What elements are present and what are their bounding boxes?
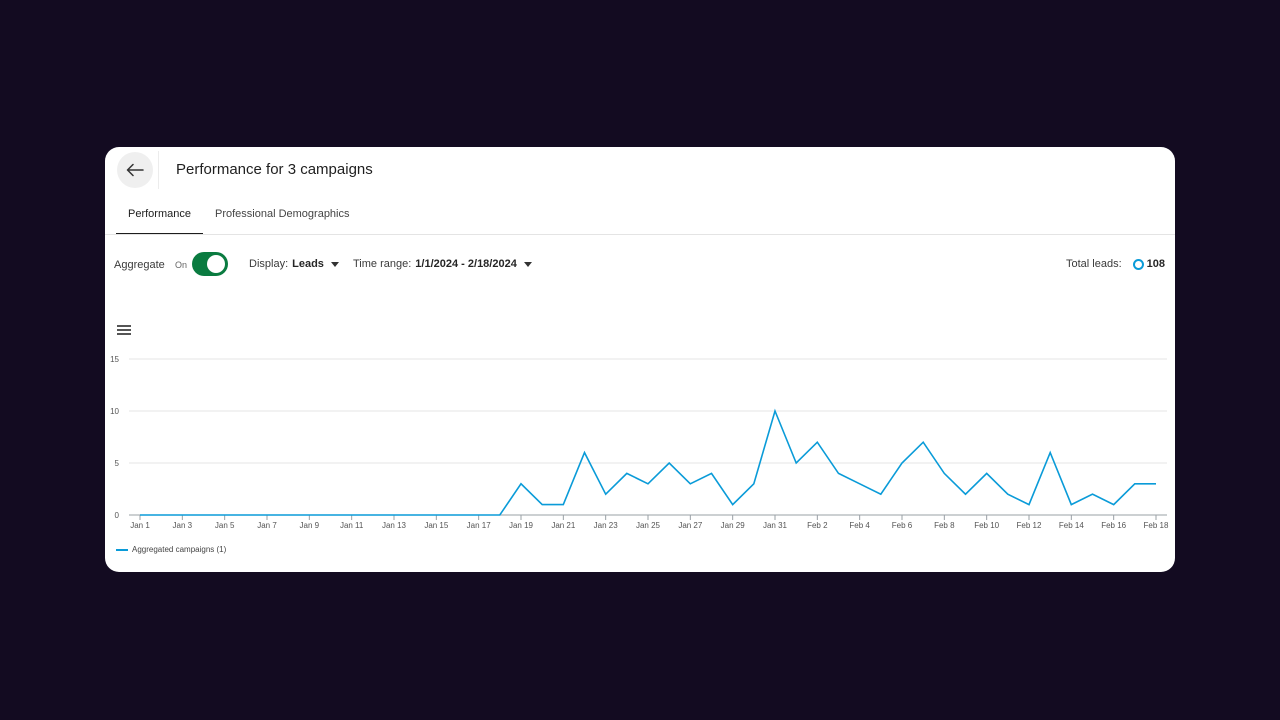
total-leads-value: 108: [1146, 258, 1165, 270]
display-label: Display:: [249, 258, 289, 270]
x-tick-label: Feb 12: [1017, 521, 1042, 530]
chart-legend[interactable]: Aggregated campaigns (1): [116, 545, 226, 554]
display-value: Leads: [292, 258, 324, 270]
x-tick-label: Jan 1: [130, 521, 150, 530]
x-tick-label: Jan 23: [594, 521, 619, 530]
x-tick-label: Jan 17: [467, 521, 492, 530]
aggregate-state-label: On: [175, 260, 188, 270]
x-tick-label: Feb 10: [974, 521, 999, 530]
time-range-dropdown[interactable]: Time range: 1/1/2024 - 2/18/2024: [353, 258, 532, 270]
arrow-left-icon: [126, 163, 144, 177]
x-tick-label: Jan 7: [257, 521, 277, 530]
legend-line-swatch: [116, 548, 128, 551]
toggle-knob: [207, 255, 225, 273]
y-tick-label: 10: [110, 407, 119, 416]
x-tick-label: Jan 21: [551, 521, 576, 530]
x-tick-label: Jan 25: [636, 521, 661, 530]
y-tick-label: 0: [115, 511, 120, 520]
x-tick-label: Jan 3: [173, 521, 193, 530]
time-range-label: Time range:: [353, 258, 412, 270]
x-tick-label: Jan 9: [300, 521, 320, 530]
tab-bar: Performance Professional Demographics: [116, 199, 362, 235]
x-tick-label: Feb 16: [1101, 521, 1126, 530]
x-tick-label: Feb 8: [934, 521, 955, 530]
leads-line-chart: 0 5 10 15 Jan 1 Jan 3 Jan 5 Jan 7 Jan 9 Jan 11 Ja…: [110, 355, 1169, 530]
x-tick-label: Jan 11: [340, 521, 364, 530]
series-line: [140, 408, 1156, 516]
y-tick-label: 5: [115, 459, 120, 468]
legend-label: Aggregated campaigns (1): [132, 545, 227, 554]
x-tick-label: Jan 13: [382, 521, 407, 530]
x-tick-label: Feb 6: [892, 521, 913, 530]
total-leads: Total leads: 108: [1066, 258, 1165, 270]
title-separator: [158, 151, 159, 189]
x-tick-label: Jan 15: [424, 521, 449, 530]
performance-card: Performance for 3 campaigns Performance …: [105, 147, 1175, 572]
x-tick-label: Feb 4: [849, 521, 870, 530]
y-tick-label: 15: [110, 355, 119, 364]
aggregate-toggle[interactable]: [192, 252, 228, 276]
total-leads-label: Total leads:: [1065, 258, 1122, 270]
time-range-value: 1/1/2024 - 2/18/2024: [415, 258, 517, 270]
caret-down-icon: [330, 261, 339, 267]
x-tick-label: Jan 31: [763, 521, 788, 530]
tabs-divider: [105, 234, 1175, 235]
back-button[interactable]: [117, 152, 153, 188]
x-tick-label: Jan 19: [509, 521, 534, 530]
x-tick-label: Feb 14: [1059, 521, 1084, 530]
tab-professional-demographics[interactable]: Professional Demographics: [214, 208, 350, 220]
x-tick-label: Feb 2: [807, 521, 828, 530]
caret-down-icon: [523, 261, 532, 267]
x-tick-label: Feb 18: [1144, 521, 1169, 530]
x-tick-label: Jan 29: [721, 521, 746, 530]
aggregate-label: Aggregate: [114, 259, 165, 271]
tab-performance[interactable]: Performance: [116, 199, 203, 235]
circle-marker-icon: [1132, 258, 1144, 270]
x-tick-label: Jan 27: [678, 521, 703, 530]
x-tick-label: Jan 5: [215, 521, 235, 530]
chart-menu-icon[interactable]: [117, 325, 131, 337]
display-dropdown[interactable]: Display: Leads: [249, 258, 339, 270]
page-title: Performance for 3 campaigns: [176, 161, 373, 178]
